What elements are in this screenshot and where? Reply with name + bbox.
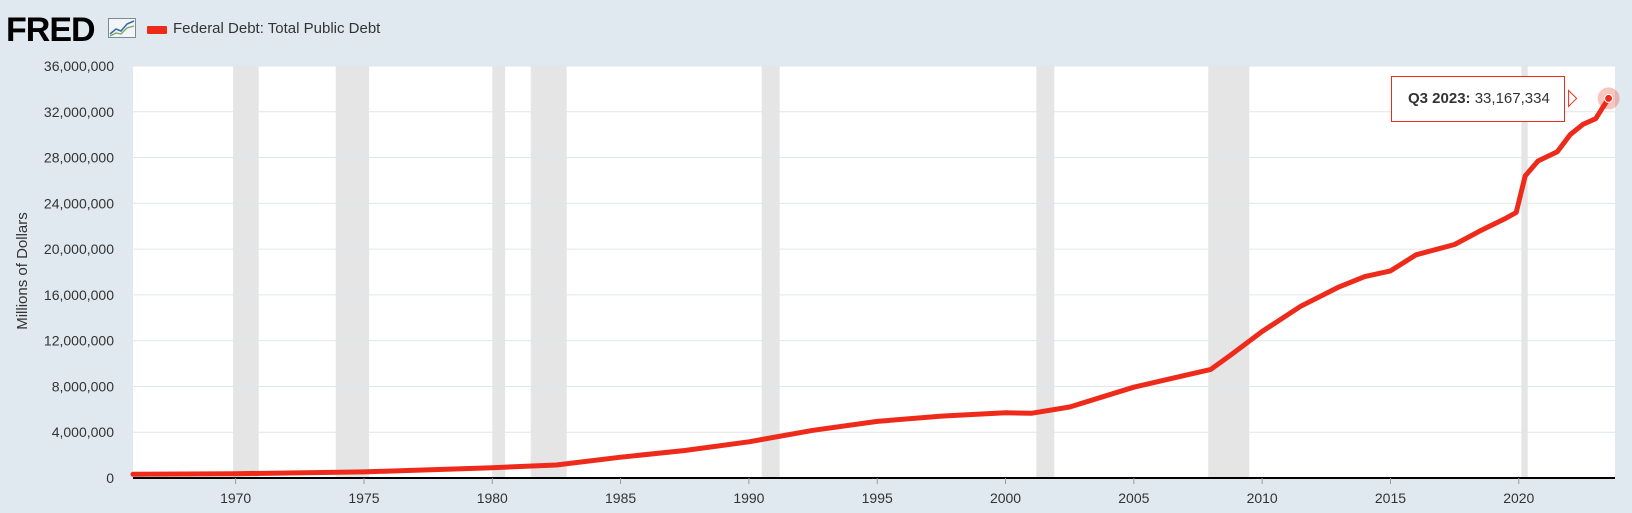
recession-band bbox=[530, 66, 567, 478]
y-tick-label: 28,000,000 bbox=[44, 150, 114, 166]
x-tick-label: 1990 bbox=[733, 490, 764, 506]
y-tick-label: 36,000,000 bbox=[44, 58, 114, 74]
legend-label[interactable]: Federal Debt: Total Public Debt bbox=[173, 20, 381, 37]
legend-swatch bbox=[147, 26, 167, 34]
recession-band bbox=[1521, 66, 1528, 478]
x-tick-label: 1985 bbox=[605, 490, 636, 506]
y-axis-label: Millions of Dollars bbox=[14, 212, 31, 330]
recession-band bbox=[1208, 66, 1250, 478]
y-tick-label: 8,000,000 bbox=[52, 378, 114, 394]
recession-band bbox=[761, 66, 780, 478]
x-tick-label: 1970 bbox=[220, 490, 251, 506]
x-tick-label: 1975 bbox=[348, 490, 379, 506]
hover-marker bbox=[1568, 87, 1620, 110]
tooltip: Q3 2023: 33,167,334 bbox=[1391, 76, 1565, 122]
x-tick-label: 1995 bbox=[862, 490, 893, 506]
x-tick-label: 2015 bbox=[1375, 490, 1406, 506]
tooltip-period: Q3 2023: bbox=[1408, 90, 1471, 107]
tooltip-pointer bbox=[1568, 89, 1578, 108]
x-tick-labels: 1970 1975 1980 1985 1990 1995 2000 2005 2010 2015… bbox=[220, 478, 1535, 506]
y-tick-label: 0 bbox=[106, 470, 114, 486]
y-tick-label: 20,000,000 bbox=[44, 241, 114, 257]
y-tick-label: 32,000,000 bbox=[44, 104, 114, 120]
gridlines bbox=[133, 65, 1615, 433]
line-graph-icon bbox=[108, 18, 136, 38]
chart-header: FRED Federal Debt: Total Public Debt bbox=[0, 0, 1632, 56]
series-line[interactable] bbox=[130, 95, 1612, 477]
recession-bands bbox=[233, 66, 1528, 478]
data-point[interactable] bbox=[1604, 93, 1614, 103]
y-tick-label: 12,000,000 bbox=[44, 333, 114, 349]
series-layer bbox=[130, 95, 1612, 477]
x-tick-label: 2020 bbox=[1503, 490, 1534, 506]
recession-band bbox=[335, 66, 370, 478]
x-tick-label: 2010 bbox=[1247, 490, 1278, 506]
x-tick-label: 2000 bbox=[990, 490, 1021, 506]
recession-band bbox=[233, 66, 259, 478]
x-tick-label: 2005 bbox=[1118, 490, 1149, 506]
y-tick-label: 16,000,000 bbox=[44, 287, 114, 303]
recession-band bbox=[492, 66, 506, 478]
y-tick-label: 24,000,000 bbox=[44, 195, 114, 211]
tooltip-value: 33,167,334 bbox=[1474, 90, 1550, 107]
y-tick-labels: 0 4,000,000 8,000,000 12,000,000 16,000,000 2… bbox=[44, 58, 114, 486]
x-tick-label: 1980 bbox=[477, 490, 508, 506]
plot-area bbox=[133, 66, 1615, 478]
recession-band bbox=[1036, 66, 1055, 478]
fred-logo[interactable]: FRED bbox=[6, 11, 96, 49]
y-tick-label: 4,000,000 bbox=[52, 424, 114, 440]
